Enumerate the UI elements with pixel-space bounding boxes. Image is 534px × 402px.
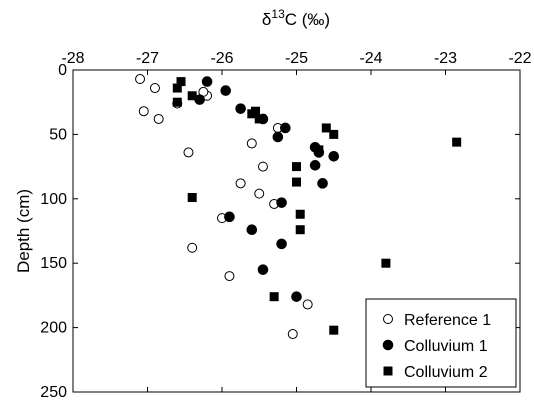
y-tick-label: 100 — [40, 191, 67, 208]
colluvium-2-point — [295, 209, 305, 219]
y-tick-label: 150 — [40, 255, 67, 272]
colluvium-1-point — [235, 103, 246, 114]
reference-1-point — [183, 147, 194, 158]
x-tick-label: -22 — [508, 50, 531, 67]
x-tick-label: -27 — [136, 50, 159, 67]
colluvium-2-point — [452, 137, 462, 147]
legend-label: Colluvium 2 — [404, 364, 488, 381]
colluvium-2-point — [292, 177, 301, 187]
reference-1-point — [187, 242, 198, 253]
reference-1-point — [287, 329, 298, 340]
colluvium-2-point — [187, 193, 197, 203]
reference-1-point — [257, 161, 268, 172]
colluvium-2-point — [321, 123, 331, 133]
reference-1-point — [254, 188, 265, 199]
colluvium-1-point — [272, 131, 284, 143]
colluvium-1-point — [246, 224, 258, 236]
x-axis-title: δ13C (‰) — [262, 7, 330, 29]
legend-label: Colluvium 1 — [404, 338, 488, 355]
colluvium-2-point — [295, 225, 305, 235]
legend-label: Reference 1 — [404, 312, 491, 329]
colluvium-2-point — [381, 258, 391, 268]
reference-1-point — [224, 271, 235, 282]
colluvium-1-point — [276, 197, 287, 208]
colluvium-1-point — [309, 160, 321, 171]
colluvium-2-point — [172, 97, 182, 107]
colluvium-1-point — [291, 291, 302, 302]
colluvium-2-point — [254, 114, 264, 124]
colluvium-2-point — [329, 129, 339, 139]
data-points — [135, 74, 462, 340]
colluvium-1-point — [201, 76, 213, 87]
y-tick-label: 0 — [58, 62, 67, 79]
reference-1-point — [149, 83, 160, 94]
colluvium-1-point — [317, 178, 328, 189]
colluvium-2-point — [269, 292, 279, 302]
x-axis: -28 -27 -26 -25 -24 -23 -22 — [61, 50, 532, 392]
y-tick-label: 200 — [40, 320, 67, 337]
colluvium-1-point — [224, 211, 235, 223]
colluvium-2-point — [314, 145, 324, 155]
reference-1-point — [138, 106, 149, 117]
colluvium-2-point — [187, 91, 197, 101]
colluvium-1-point — [220, 85, 232, 96]
colluvium-1-point — [328, 150, 340, 162]
y-axis-title: Depth (cm) — [14, 189, 33, 273]
colluvium-1-point — [257, 264, 269, 275]
reference-1-point — [302, 299, 313, 310]
y-tick-label: 50 — [49, 126, 67, 143]
colluvium-2-point — [172, 83, 182, 93]
x-tick-label: -24 — [359, 50, 382, 67]
x-tick-label: -25 — [285, 50, 308, 67]
legend-marker — [383, 366, 393, 376]
colluvium-1-point — [280, 122, 291, 134]
x-tick-label: -23 — [434, 50, 457, 67]
colluvium-2-point — [292, 162, 301, 172]
y-tick-label: 250 — [40, 384, 67, 401]
y-axis: 0 50 100 150 200 250 — [40, 62, 520, 401]
reference-1-point — [235, 178, 246, 189]
colluvium-1-point — [276, 238, 287, 250]
reference-1-point — [246, 138, 257, 149]
colluvium-2-point — [329, 325, 339, 335]
colluvium-2-point — [251, 106, 261, 116]
x-tick-label: -26 — [210, 50, 233, 67]
x-tick-label: -28 — [61, 50, 84, 67]
legend-marker — [383, 314, 393, 324]
reference-1-point — [153, 113, 164, 124]
legend: Reference 1 Colluvium 1 Colluvium 2 — [365, 298, 517, 388]
reference-1-point — [135, 74, 146, 85]
legend-marker — [382, 339, 394, 351]
